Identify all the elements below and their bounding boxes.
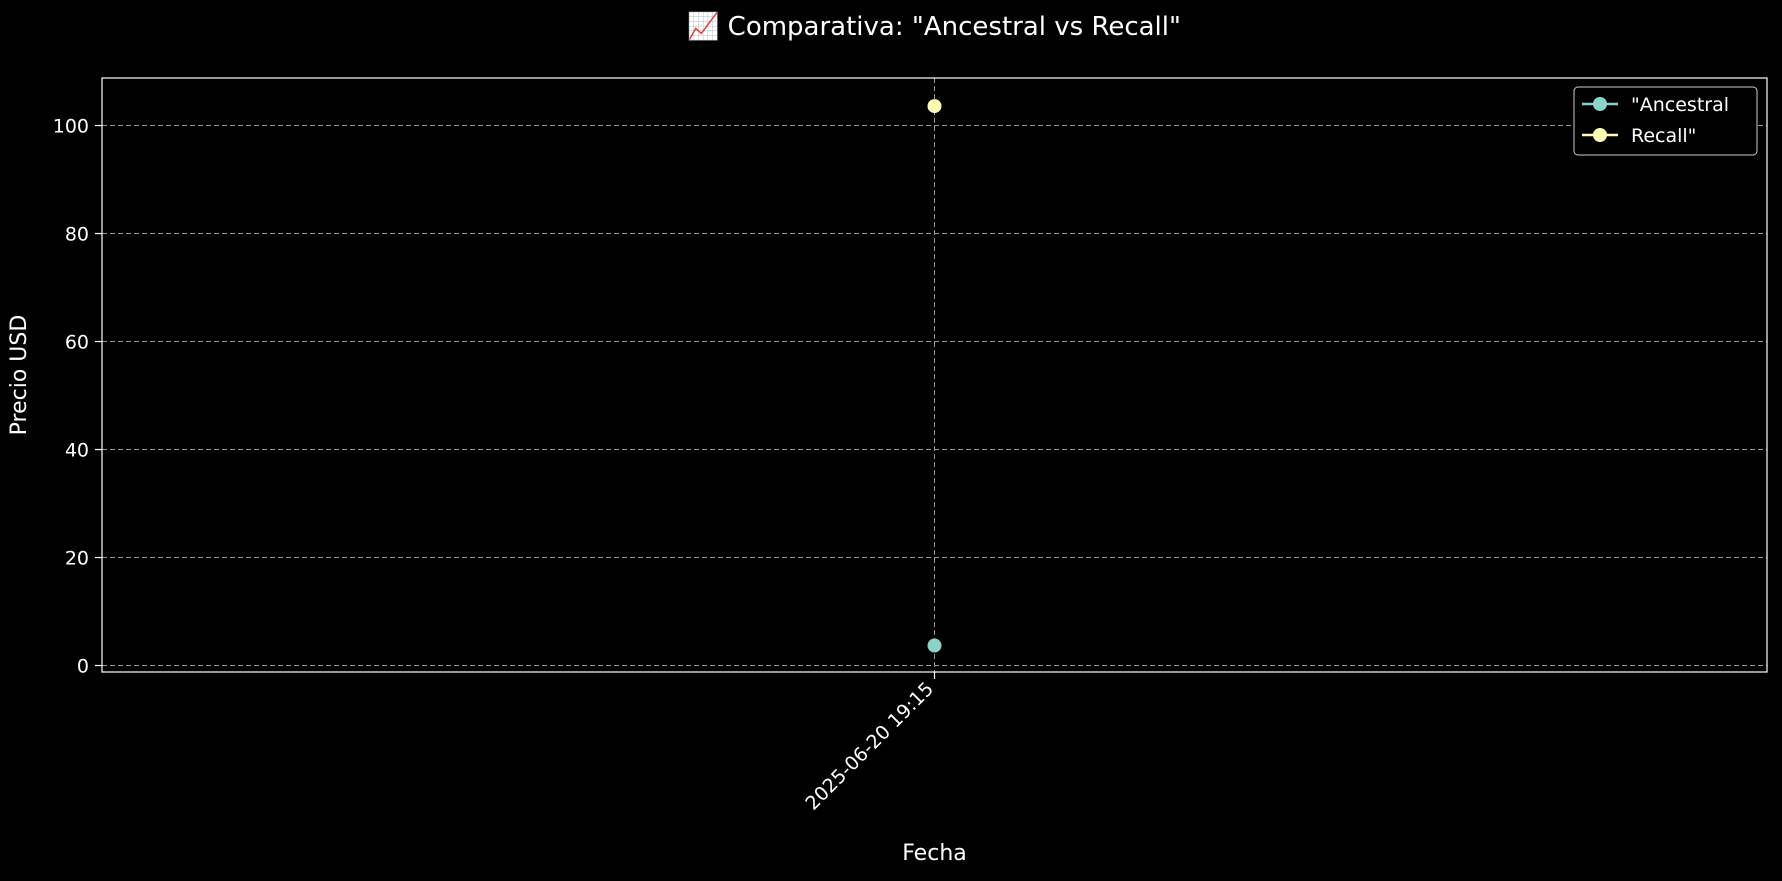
- grid: [102, 78, 1767, 672]
- legend-box: [1573, 86, 1758, 156]
- legend-marker: [1593, 97, 1607, 111]
- y-tick-label: 80: [65, 224, 89, 246]
- x-axis-label: Fecha: [902, 841, 967, 866]
- y-tick-label: 20: [65, 548, 89, 570]
- data-point: [927, 99, 942, 114]
- y-axis-ticks: 0 20 40 60 80 100: [53, 116, 102, 678]
- data-point: [927, 638, 942, 653]
- y-tick-label: 40: [65, 440, 89, 462]
- plot-frame: [101, 77, 1768, 673]
- series: [927, 99, 942, 653]
- chart-title: 📈 Comparativa: "Ancestral vs Recall": [687, 11, 1181, 42]
- legend-marker: [1593, 128, 1607, 142]
- y-tick-label: 0: [77, 656, 89, 678]
- legend-label: "Ancestral: [1631, 94, 1729, 116]
- y-tick-label: 100: [53, 116, 89, 138]
- legend: "Ancestral Recall": [1573, 86, 1758, 156]
- legend-label: Recall": [1631, 125, 1696, 147]
- y-axis-label: Precio USD: [7, 315, 32, 436]
- y-tick-label: 60: [65, 332, 89, 354]
